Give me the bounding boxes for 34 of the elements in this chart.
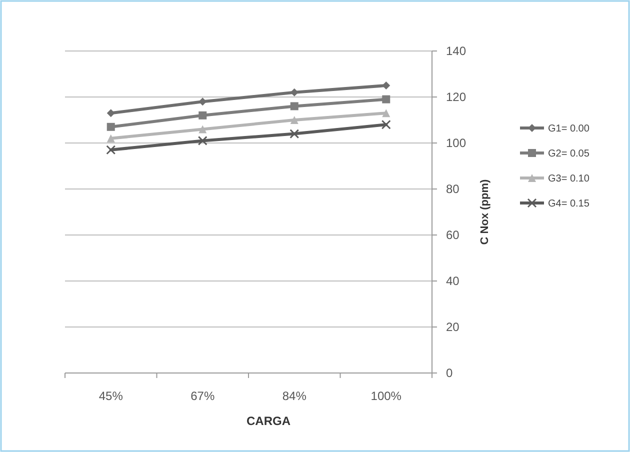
legend-label: G3= 0.10 [548,174,590,184]
point [106,122,115,131]
x-tick-label: 45% [98,389,124,403]
point [290,88,298,96]
point [382,95,390,104]
legend-label: G2= 0.05 [548,148,590,160]
x-tick-label: 84% [282,389,307,403]
point [198,125,207,134]
legend-label: G1= 0.00 [548,124,590,134]
point [290,102,298,110]
point [106,134,115,142]
y-tick-label: 100 [446,136,466,150]
point [106,145,116,155]
point [290,116,298,124]
point [106,109,115,118]
point [382,82,390,90]
point [198,98,207,106]
point [381,120,391,130]
point [198,136,208,146]
point [290,129,300,139]
y-axis-title: C Nox (ppm) [479,178,491,245]
y-tick-label: 60 [446,228,460,242]
x-axis-title: CARGA [246,414,291,428]
y-tick-label: 120 [446,90,466,104]
x-tick-label: 100% [370,389,402,403]
point [382,109,390,118]
legend-label: G4= 0.15 [548,198,590,210]
y-tick-label: 140 [446,44,466,58]
x-tick-label: 67% [190,389,215,403]
point [198,111,207,120]
y-tick-label: 40 [446,274,460,288]
y-tick-label: 80 [446,182,460,196]
y-tick-label: 20 [446,320,460,334]
y-tick-label: 0 [446,366,453,380]
